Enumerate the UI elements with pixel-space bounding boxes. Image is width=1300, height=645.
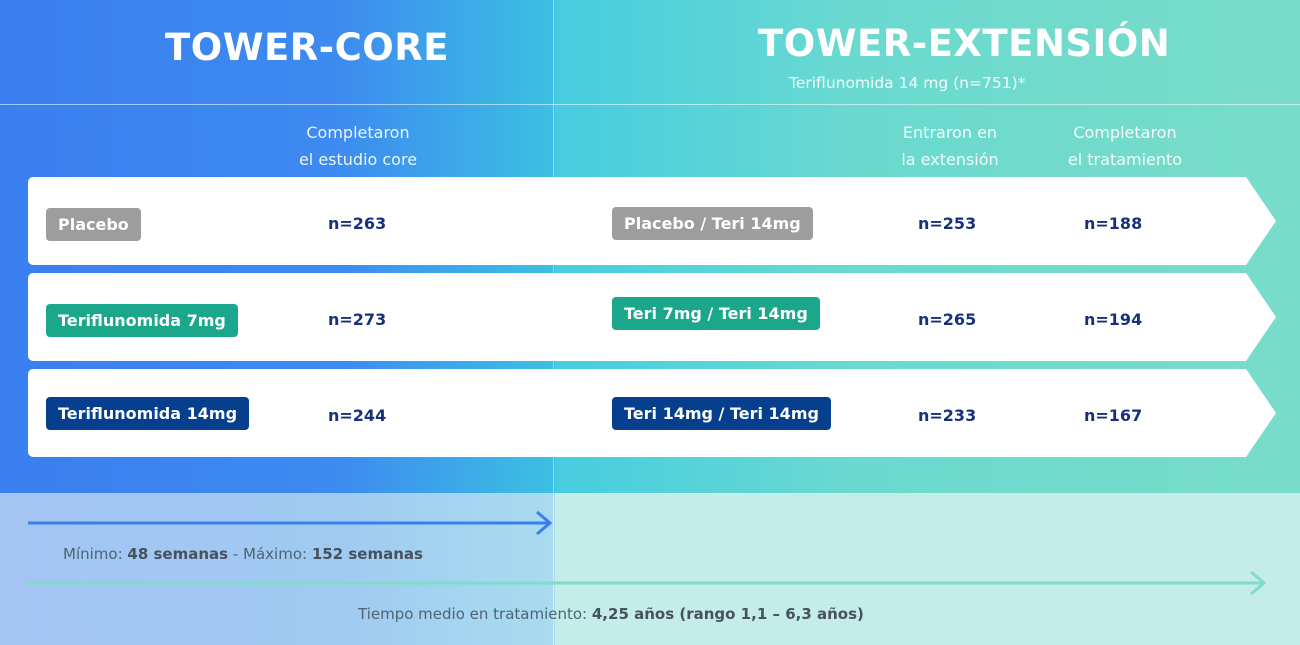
extension-completed-header-line-2: el tratamiento: [1067, 150, 1183, 169]
extension-completed-count: n=188: [1084, 214, 1143, 233]
extension-entered-header-line-2: la extensión: [901, 150, 999, 169]
extension-completed-count: n=167: [1084, 406, 1143, 425]
core-timeline-background: [0, 493, 555, 645]
extension-title: TOWER-EXTENSIÓN: [758, 22, 1171, 65]
core-title: TOWER-CORE: [165, 26, 449, 69]
core-completed-count: n=273: [328, 310, 387, 329]
arm-row-teri-7mg: Teriflunomida 7mg n=273 Teri 7mg / Teri …: [28, 273, 1278, 361]
core-duration-min-value: 48 semanas: [127, 545, 229, 563]
extension-completed-header-line-1: Completaron: [1073, 123, 1177, 142]
extension-entered-count: n=253: [918, 214, 977, 233]
extension-duration-label: Tiempo medio en tratamiento:: [358, 605, 592, 623]
extension-arm-badge: Placebo / Teri 14mg: [612, 207, 813, 240]
extension-completed-header: Completaron el tratamiento: [1040, 119, 1210, 173]
core-completed-count: n=244: [328, 406, 387, 425]
core-arm-badge: Placebo: [46, 208, 141, 241]
extension-entered-count: n=233: [918, 406, 977, 425]
arm-row-teri-14mg: Teriflunomida 14mg n=244 Teri 14mg / Ter…: [28, 369, 1278, 457]
extension-duration-note: Tiempo medio en tratamiento: 4,25 años (…: [358, 605, 864, 623]
core-duration-max-value: 152 semanas: [311, 545, 423, 563]
extension-entered-header-line-1: Entraron en: [902, 123, 998, 142]
core-column-header-line-1: Completaron: [306, 123, 410, 142]
core-duration-min-label: Mínimo:: [63, 545, 128, 563]
core-column-header-line-2: el estudio core: [298, 150, 418, 169]
extension-entered-count: n=265: [918, 310, 977, 329]
extension-duration-arrow: [28, 570, 1267, 596]
extension-duration-value: 4,25 años (rango 1,1 – 6,3 años): [591, 605, 864, 623]
header-divider: [0, 104, 1300, 105]
extension-timeline-background: [555, 493, 1300, 645]
core-completed-count: n=263: [328, 214, 387, 233]
core-arm-badge: Teriflunomida 14mg: [46, 397, 250, 430]
arm-row-placebo: Placebo n=263 Placebo / Teri 14mg n=253 …: [28, 177, 1278, 265]
core-column-header: Completaron el estudio core: [268, 119, 448, 173]
core-arm-badge: Teriflunomida 7mg: [46, 304, 238, 337]
extension-completed-count: n=194: [1084, 310, 1143, 329]
core-duration-separator: - Máximo:: [228, 545, 312, 563]
extension-subtitle: Teriflunomida 14 mg (n=751)*: [789, 74, 1026, 92]
extension-entered-header: Entraron en la extensión: [880, 119, 1020, 173]
core-duration-arrow: [28, 510, 553, 536]
extension-arm-badge: Teri 7mg / Teri 14mg: [612, 297, 820, 330]
extension-arm-badge: Teri 14mg / Teri 14mg: [612, 397, 831, 430]
core-duration-note: Mínimo: 48 semanas - Máximo: 152 semanas: [63, 545, 423, 563]
